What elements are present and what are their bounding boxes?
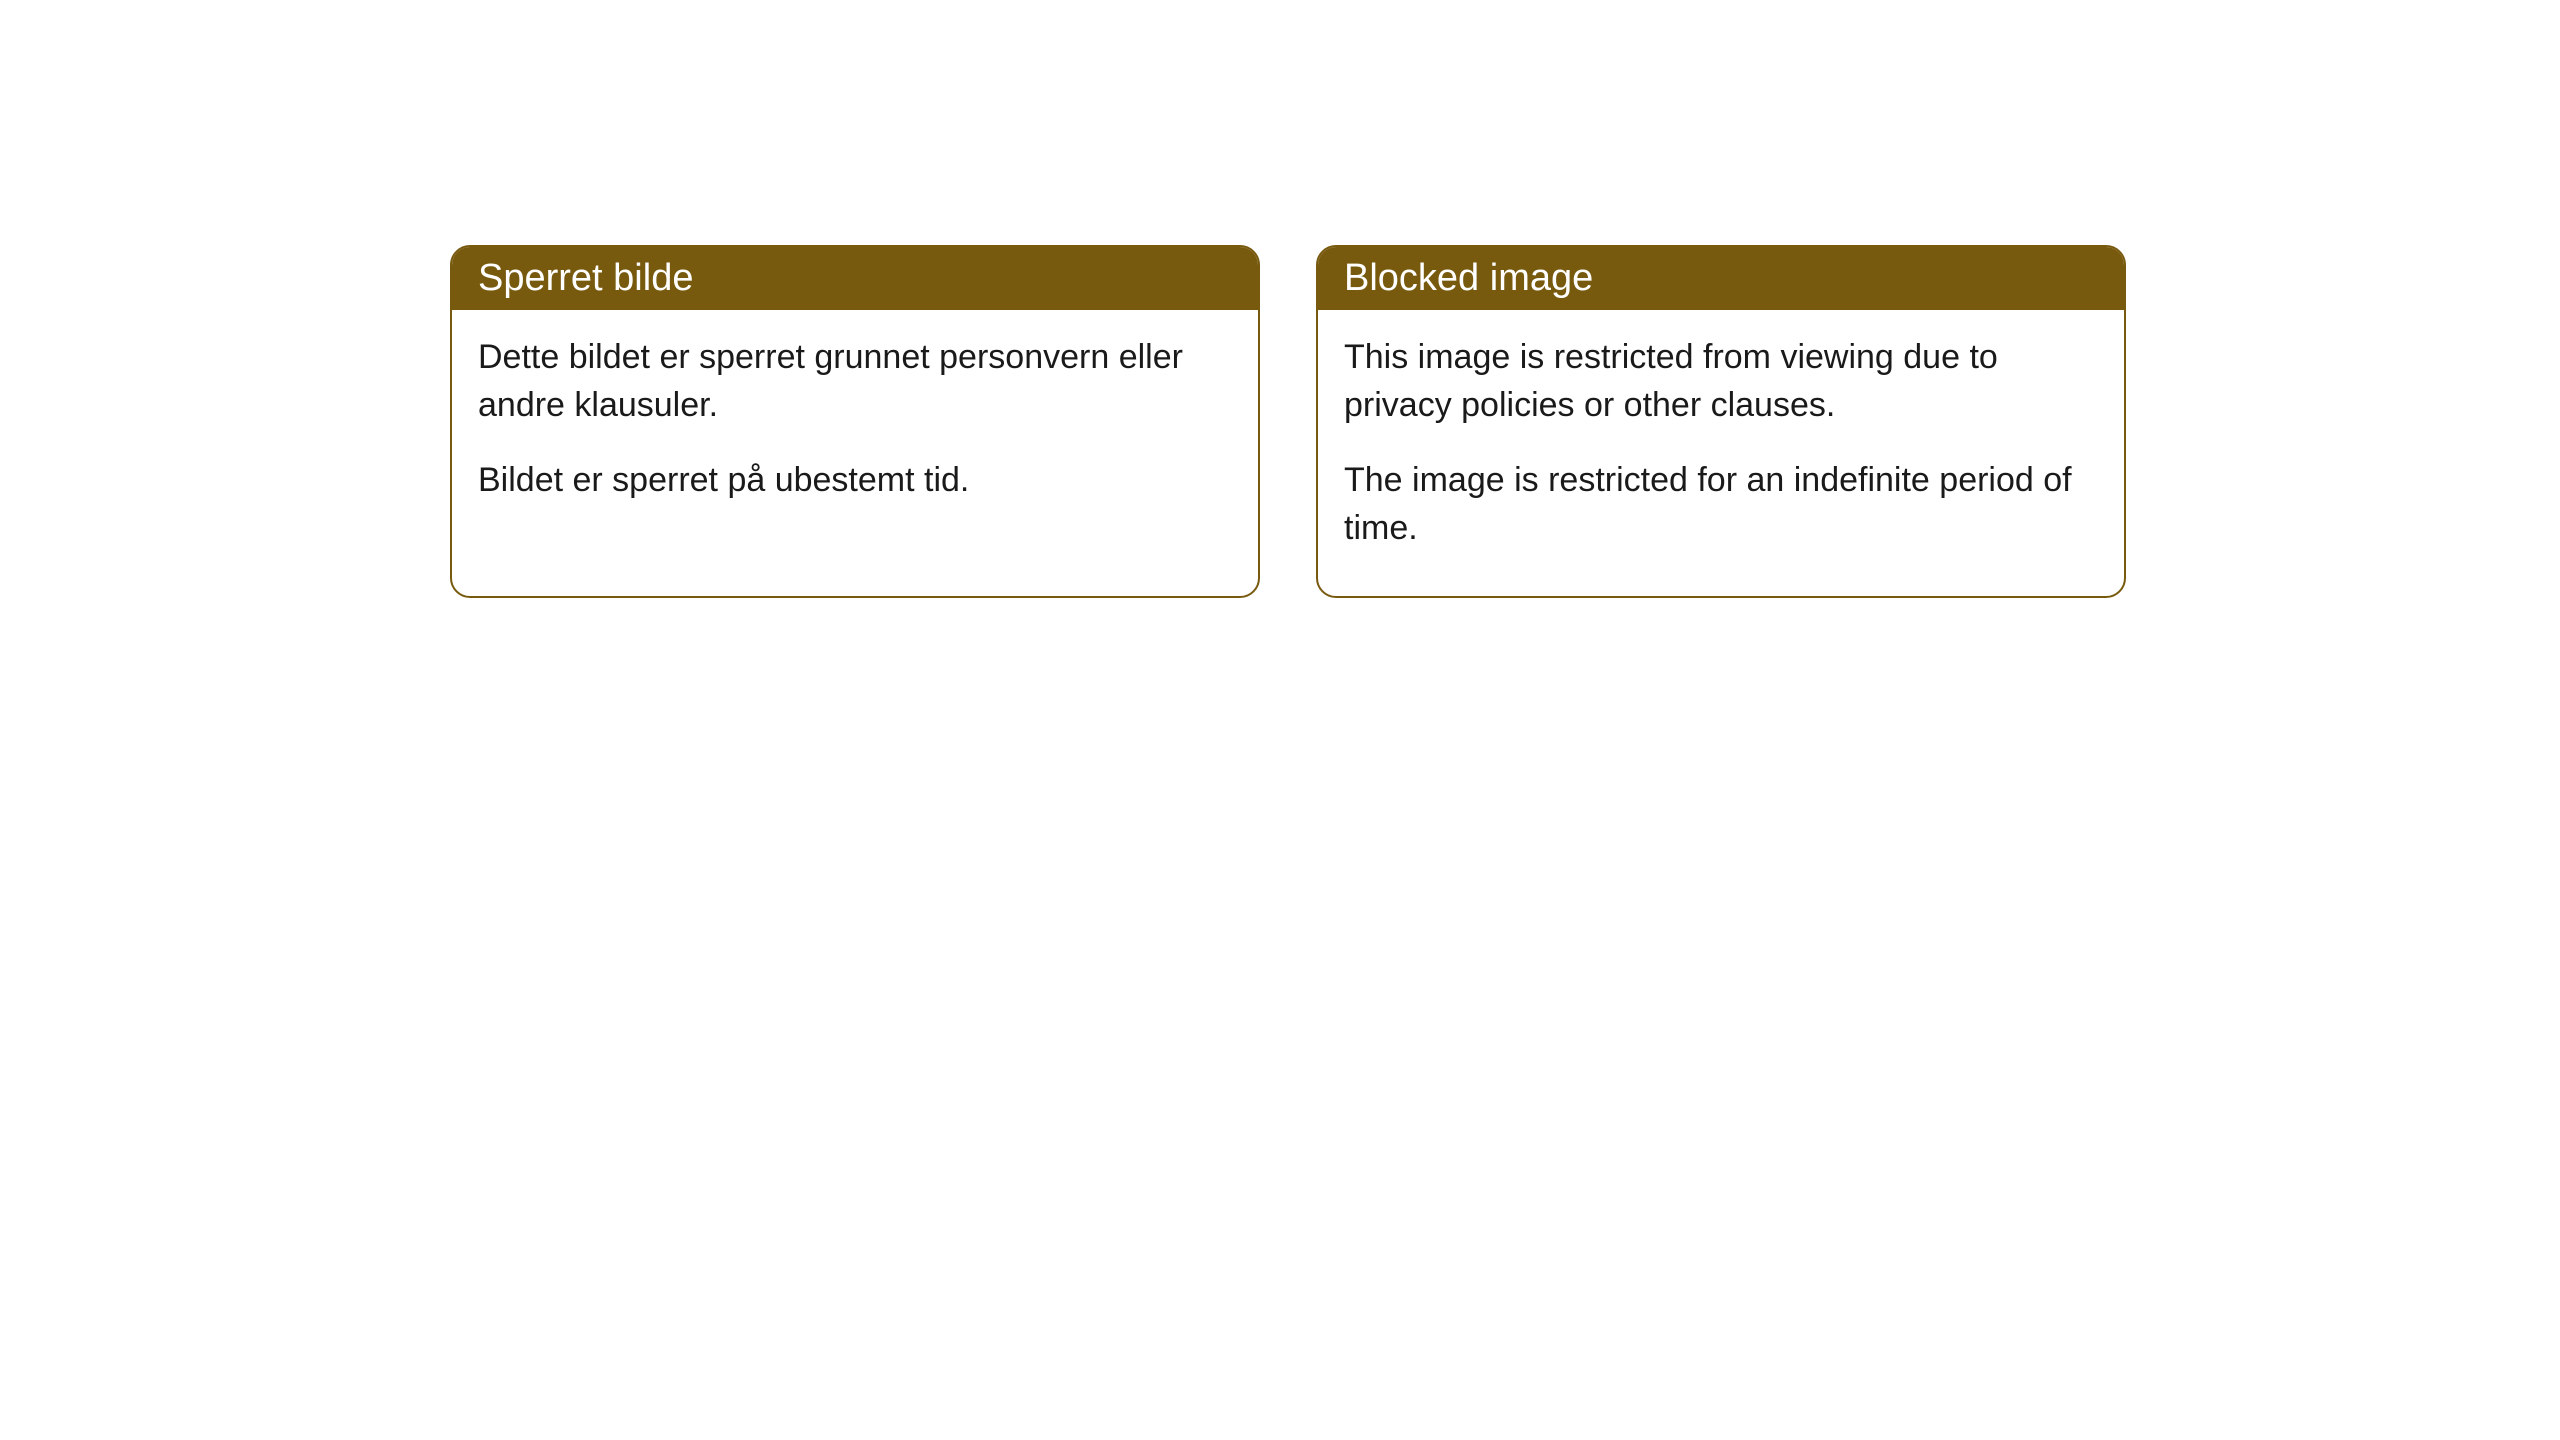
- card-body: This image is restricted from viewing du…: [1318, 310, 2124, 596]
- blocked-image-card-norwegian: Sperret bilde Dette bildet er sperret gr…: [450, 245, 1260, 598]
- card-paragraph: This image is restricted from viewing du…: [1344, 334, 2098, 429]
- card-title: Sperret bilde: [478, 257, 693, 299]
- card-header: Blocked image: [1318, 247, 2124, 310]
- card-paragraph: Bildet er sperret på ubestemt tid.: [478, 457, 1232, 505]
- card-header: Sperret bilde: [452, 247, 1258, 310]
- card-body: Dette bildet er sperret grunnet personve…: [452, 310, 1258, 549]
- card-paragraph: Dette bildet er sperret grunnet personve…: [478, 334, 1232, 429]
- notice-cards-container: Sperret bilde Dette bildet er sperret gr…: [450, 245, 2560, 598]
- card-title: Blocked image: [1344, 257, 1593, 299]
- card-paragraph: The image is restricted for an indefinit…: [1344, 457, 2098, 552]
- blocked-image-card-english: Blocked image This image is restricted f…: [1316, 245, 2126, 598]
